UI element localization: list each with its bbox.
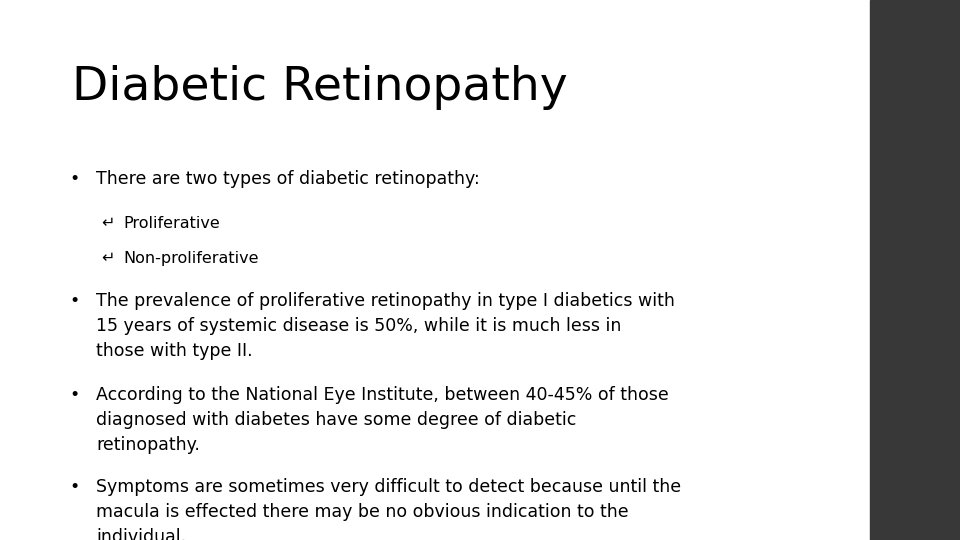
Text: According to the National Eye Institute, between 40-45% of those
diagnosed with : According to the National Eye Institute,… — [96, 386, 669, 454]
Text: The prevalence of proliferative retinopathy in type I diabetics with
15 years of: The prevalence of proliferative retinopa… — [96, 292, 675, 360]
Text: Proliferative: Proliferative — [123, 216, 220, 231]
Text: •: • — [69, 170, 80, 188]
Text: There are two types of diabetic retinopathy:: There are two types of diabetic retinopa… — [96, 170, 480, 188]
Text: Non-proliferative: Non-proliferative — [123, 251, 258, 266]
Text: ↵: ↵ — [101, 251, 114, 266]
Text: Symptoms are sometimes very difficult to detect because until the
macula is effe: Symptoms are sometimes very difficult to… — [96, 478, 682, 540]
Text: Diabetic Retinopathy: Diabetic Retinopathy — [72, 65, 567, 110]
Text: •: • — [69, 478, 80, 496]
Text: ↵: ↵ — [101, 216, 114, 231]
Text: •: • — [69, 386, 80, 404]
Text: •: • — [69, 292, 80, 309]
